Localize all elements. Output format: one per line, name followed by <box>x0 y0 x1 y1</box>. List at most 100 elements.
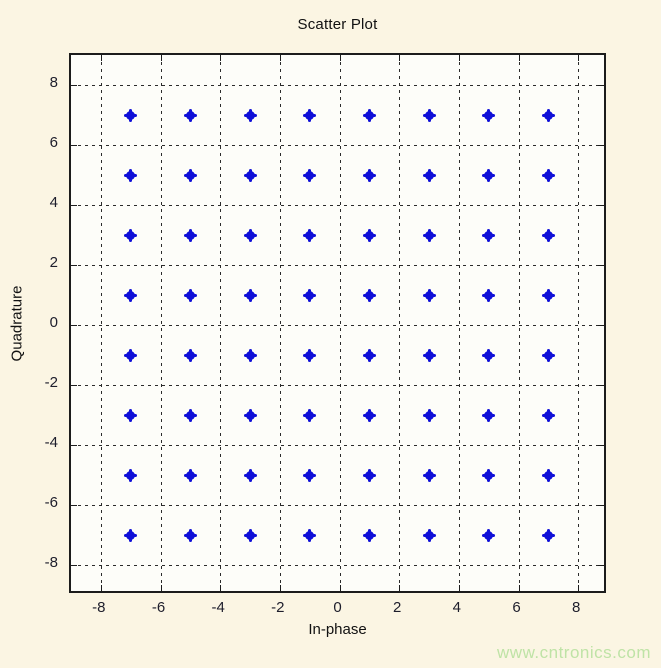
gridline-y-2 <box>71 265 604 266</box>
constellation-point <box>482 408 496 422</box>
gridline-x-4 <box>458 55 460 591</box>
y-tick-label-4: 4 <box>49 194 58 211</box>
constellation-point <box>124 288 138 302</box>
y-tick-label-6: 6 <box>49 134 58 151</box>
constellation-point <box>541 408 555 422</box>
y-tick-label--8: -8 <box>44 554 58 571</box>
constellation-point <box>303 168 317 182</box>
tick-mark-y-8-right <box>598 85 604 86</box>
gridline-y--2 <box>71 385 604 386</box>
x-tick-label-0: 0 <box>333 599 342 616</box>
tick-mark-x--6-top <box>160 55 162 61</box>
tick-mark-y-2-right <box>598 265 604 266</box>
y-tick-label--4: -4 <box>44 434 58 451</box>
constellation-point <box>362 528 376 542</box>
chart-title: Scatter Plot <box>297 16 378 33</box>
gridline-x-8 <box>578 55 580 591</box>
tick-mark-y--6-left <box>71 505 77 506</box>
constellation-point <box>482 528 496 542</box>
constellation-point <box>243 228 257 242</box>
constellation-point <box>124 348 138 362</box>
tick-mark-y-6-left <box>71 145 77 146</box>
tick-mark-y-4-right <box>598 205 604 206</box>
constellation-point <box>124 108 138 122</box>
constellation-point <box>422 528 436 542</box>
constellation-point <box>183 228 197 242</box>
constellation-point <box>183 408 197 422</box>
tick-mark-y--2-left <box>71 385 77 386</box>
constellation-point <box>482 228 496 242</box>
constellation-point <box>303 108 317 122</box>
constellation-point <box>303 408 317 422</box>
gridline-y--8 <box>71 565 604 566</box>
constellation-point <box>124 228 138 242</box>
tick-mark-y-4-left <box>71 205 77 206</box>
tick-mark-y-2-left <box>71 265 77 266</box>
gridline-y--4 <box>71 445 604 446</box>
gridline-x--6 <box>160 55 162 591</box>
tick-mark-x-2-bottom <box>399 585 401 591</box>
constellation-point <box>482 108 496 122</box>
constellation-point <box>541 108 555 122</box>
x-tick-label--6: -6 <box>151 599 166 616</box>
constellation-point <box>422 228 436 242</box>
constellation-point <box>541 348 555 362</box>
constellation-point <box>243 288 257 302</box>
x-tick-label-8: 8 <box>571 599 581 616</box>
tick-mark-x--4-top <box>220 55 222 61</box>
tick-mark-y--8-right <box>598 565 604 566</box>
tick-mark-y-6-right <box>598 145 604 146</box>
tick-mark-x--6-bottom <box>160 585 162 591</box>
constellation-point <box>183 468 197 482</box>
tick-mark-x-2-top <box>399 55 401 61</box>
tick-mark-y-0-right <box>598 325 604 326</box>
gridline-y-4 <box>71 205 604 206</box>
x-tick-label-2: 2 <box>392 599 402 616</box>
y-tick-label-8: 8 <box>49 74 58 91</box>
tick-mark-x-0-top <box>339 55 341 61</box>
y-axis-label: Quadrature <box>8 285 26 361</box>
x-tick-label--8: -8 <box>92 599 106 616</box>
constellation-point <box>422 468 436 482</box>
tick-mark-y--8-left <box>71 565 77 566</box>
gridline-y-0 <box>71 325 604 326</box>
constellation-point <box>422 108 436 122</box>
gridline-y--6 <box>71 505 604 506</box>
constellation-point <box>183 108 197 122</box>
constellation-point <box>183 168 197 182</box>
tick-mark-x-8-bottom <box>578 585 580 591</box>
constellation-point <box>243 168 257 182</box>
y-tick-label--2: -2 <box>44 374 58 391</box>
constellation-point <box>541 528 555 542</box>
x-tick-label--4: -4 <box>211 599 225 616</box>
constellation-point <box>482 288 496 302</box>
constellation-point <box>243 468 257 482</box>
constellation-point <box>362 348 376 362</box>
constellation-point <box>303 228 317 242</box>
constellation-point <box>303 528 317 542</box>
tick-mark-x--4-bottom <box>220 585 222 591</box>
constellation-point <box>541 228 555 242</box>
tick-mark-x-4-bottom <box>458 585 460 591</box>
constellation-point <box>362 108 376 122</box>
tick-mark-x--2-top <box>279 55 281 61</box>
watermark: www.cntronics.com <box>497 643 651 662</box>
tick-mark-x-0-bottom <box>339 585 341 591</box>
tick-mark-y--4-right <box>598 445 604 446</box>
constellation-point <box>183 348 197 362</box>
y-tick-label-2: 2 <box>49 254 58 271</box>
tick-mark-y--6-right <box>598 505 604 506</box>
constellation-point <box>422 168 436 182</box>
tick-mark-x-8-top <box>578 55 580 61</box>
constellation-point <box>243 348 257 362</box>
plot-area <box>69 53 606 593</box>
gridline-x--2 <box>279 55 281 591</box>
tick-mark-x-4-top <box>458 55 460 61</box>
tick-mark-x--8-top <box>100 55 102 61</box>
constellation-point <box>362 408 376 422</box>
gridline-x-2 <box>399 55 401 591</box>
constellation-point <box>362 168 376 182</box>
tick-mark-y-8-left <box>71 85 77 86</box>
gridline-x--4 <box>220 55 222 591</box>
